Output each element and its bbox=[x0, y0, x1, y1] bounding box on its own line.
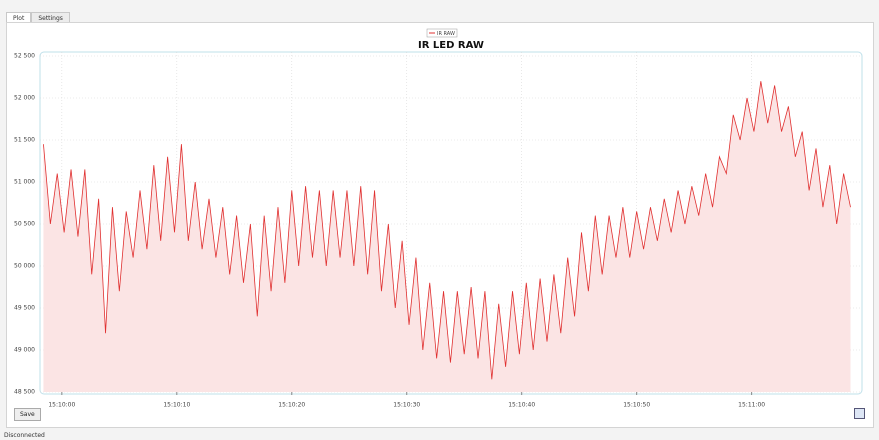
x-tick-label: 15:10:00 bbox=[48, 402, 75, 409]
legend-label: IR RAW bbox=[437, 31, 455, 37]
y-tick-label: 50 000 bbox=[14, 263, 35, 270]
legend-box bbox=[426, 28, 458, 38]
status-text: Disconnected bbox=[4, 432, 45, 439]
plot-frame bbox=[39, 51, 863, 395]
x-tick-label: 15:10:50 bbox=[623, 402, 650, 409]
save-button[interactable]: Save bbox=[14, 408, 41, 421]
x-tick-label: 15:11:00 bbox=[738, 402, 765, 409]
y-tick-label: 51 500 bbox=[14, 137, 35, 144]
options-button[interactable] bbox=[854, 408, 865, 419]
x-tick-label: 15:10:10 bbox=[163, 402, 190, 409]
chart-title: IR LED RAW bbox=[418, 40, 484, 51]
tab-bar: Plot Settings bbox=[6, 12, 70, 24]
line bbox=[43, 81, 851, 380]
tab[interactable]: Settings bbox=[31, 12, 70, 24]
y-tick-label: 51 000 bbox=[14, 179, 35, 186]
y-tick-label: 52 500 bbox=[14, 53, 35, 60]
y-tick-label: 50 500 bbox=[14, 221, 35, 228]
x-tick-label: 15:10:30 bbox=[393, 402, 420, 409]
y-tick-label: 52 000 bbox=[14, 95, 35, 102]
x-tick-label: 15:10:20 bbox=[278, 402, 305, 409]
area bbox=[43, 81, 851, 392]
y-tick-label: 49 000 bbox=[14, 347, 35, 354]
y-tick-label: 48 500 bbox=[14, 389, 35, 396]
tab[interactable]: Plot bbox=[6, 12, 32, 24]
x-tick-label: 15:10:40 bbox=[508, 402, 535, 409]
y-tick-label: 49 500 bbox=[14, 305, 35, 312]
